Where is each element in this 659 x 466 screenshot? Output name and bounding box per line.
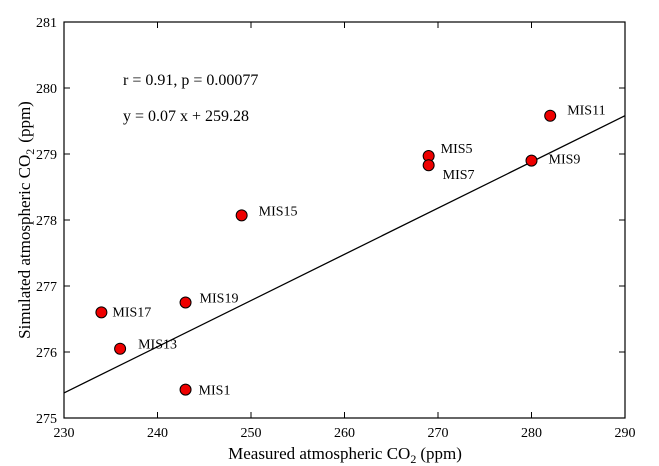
x-tick-label: 250: [241, 426, 262, 441]
point-label-mis9: MIS9: [549, 153, 581, 168]
point-label-mis19: MIS19: [200, 292, 239, 307]
data-point-mis19: [179, 296, 192, 309]
data-point-mis11: [544, 109, 557, 122]
y-tick-label: 277: [36, 280, 57, 295]
point-label-mis17: MIS17: [112, 305, 151, 320]
x-axis-label: Measured atmospheric CO2 (ppm): [228, 444, 462, 466]
data-point-mis15: [235, 209, 248, 222]
y-tick-label: 281: [36, 16, 57, 31]
data-point-mis17: [95, 306, 108, 319]
axis-ticks: 230 240 250 260 270 280 290 275 276 277 278 279 280 2…: [36, 16, 636, 441]
x-tick-label: 290: [615, 426, 636, 441]
point-label-mis5: MIS5: [441, 142, 473, 157]
data-point-mis9: [525, 154, 538, 167]
x-tick-label: 260: [334, 426, 355, 441]
y-tick-label: 278: [36, 214, 57, 229]
y-tick-label: 276: [36, 346, 57, 361]
y-axis-label: Simulated atmospheric CO2(ppm): [15, 101, 37, 339]
data-point-mis13: [114, 342, 127, 355]
y-tick-label: 275: [36, 412, 57, 427]
x-tick-label: 280: [521, 426, 542, 441]
data-point-mis7: [422, 159, 435, 172]
point-label-mis15: MIS15: [259, 204, 298, 219]
point-label-mis11: MIS11: [567, 104, 605, 119]
data-points: MIS1 MIS5 MIS7 MIS9 MIS11 MIS13 MIS15 MIS17 MIS1…: [95, 104, 606, 399]
equation-annotation: y = 0.07 x + 259.28: [123, 108, 249, 125]
data-point-mis1: [179, 383, 192, 396]
x-tick-label: 270: [428, 426, 449, 441]
x-tick-label: 230: [54, 426, 75, 441]
point-label-mis7: MIS7: [443, 168, 475, 183]
point-label-mis13: MIS13: [138, 338, 177, 353]
x-tick-label: 240: [147, 426, 168, 441]
y-tick-label: 280: [36, 82, 57, 97]
y-tick-label: 279: [36, 148, 57, 163]
point-label-mis1: MIS1: [199, 384, 231, 399]
stats-annotation: r = 0.91, p = 0.00077: [123, 72, 258, 89]
